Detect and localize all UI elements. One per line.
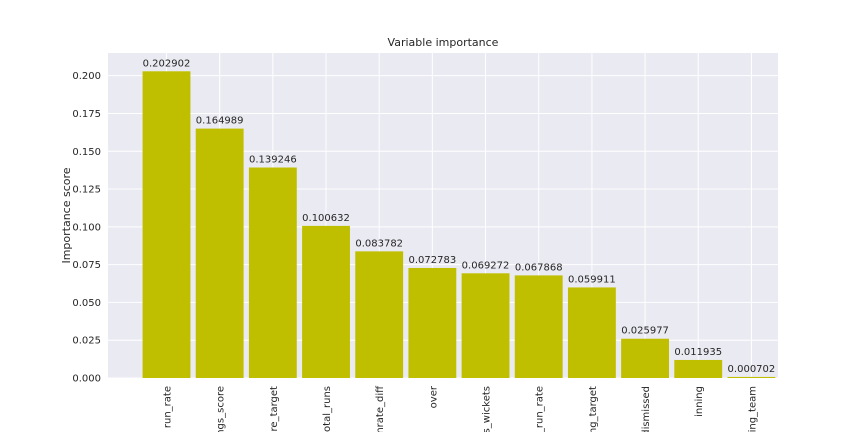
bar-run_rate	[142, 71, 191, 379]
x-axis-ticks: run_rate ngs_score ore_target total_runs unr…	[162, 385, 758, 432]
y-tick-label: 0.025	[72, 336, 101, 347]
data-label: 0.139246	[249, 155, 297, 166]
y-tick-label: 0.100	[72, 222, 101, 233]
data-label: 0.164989	[196, 116, 244, 127]
data-label: 0.059911	[568, 274, 616, 285]
chart-title: Variable importance	[388, 36, 499, 49]
bar-ing_target	[567, 287, 616, 378]
data-label: 0.011935	[674, 347, 722, 358]
x-tick-label: inning	[694, 386, 705, 417]
x-tick-label: over	[428, 385, 439, 408]
bar-ting_team	[727, 376, 776, 378]
y-tick-label: 0.050	[72, 298, 101, 309]
y-tick-label: 0.000	[72, 374, 101, 385]
data-label: 0.072783	[409, 255, 457, 266]
x-tick-label: ting_team	[747, 386, 758, 432]
bar-l_run_rate	[514, 275, 563, 378]
data-labels: 0.202902 0.164989 0.139246 0.100632 0.083782…	[143, 58, 776, 375]
y-axis-label: Importance score	[60, 167, 73, 263]
bar-dismissed	[621, 338, 669, 378]
data-label: 0.202902	[143, 58, 191, 69]
data-label: 0.100632	[302, 213, 350, 224]
x-tick-label: run_rate	[162, 386, 173, 428]
bar-total_runs	[302, 225, 350, 378]
y-tick-label: 0.175	[72, 109, 101, 120]
x-tick-label: ore_target	[269, 386, 280, 432]
bars	[142, 71, 776, 379]
x-tick-label: unrate_diff	[375, 385, 386, 432]
y-tick-label: 0.075	[72, 260, 101, 271]
y-tick-label: 0.125	[72, 185, 101, 196]
bar-unrate_diff	[355, 251, 404, 378]
x-tick-label: l_run_rate	[535, 386, 546, 432]
bar-ore_target	[248, 167, 297, 378]
data-label: 0.025977	[621, 326, 669, 337]
data-label: 0.067868	[515, 262, 563, 273]
bar-s_wickets	[461, 273, 510, 378]
x-tick-label: ngs_score	[216, 386, 227, 432]
y-axis-ticks: 0.000 0.025 0.050 0.075 0.100 0.125 0.150 0.175…	[72, 71, 101, 384]
y-tick-label: 0.150	[72, 147, 101, 158]
x-tick-label: dismissed	[641, 386, 652, 432]
bar-ngs_score	[195, 128, 244, 378]
x-tick-label: ing_target	[588, 386, 599, 432]
y-tick-label: 0.200	[72, 71, 101, 82]
bar-over	[408, 267, 457, 378]
data-label: 0.000702	[728, 364, 776, 375]
data-label: 0.069272	[462, 260, 510, 271]
x-tick-label: s_wickets	[482, 386, 493, 432]
data-label: 0.083782	[355, 238, 403, 249]
bar-inning	[674, 359, 723, 378]
x-tick-label: total_runs	[322, 386, 333, 432]
